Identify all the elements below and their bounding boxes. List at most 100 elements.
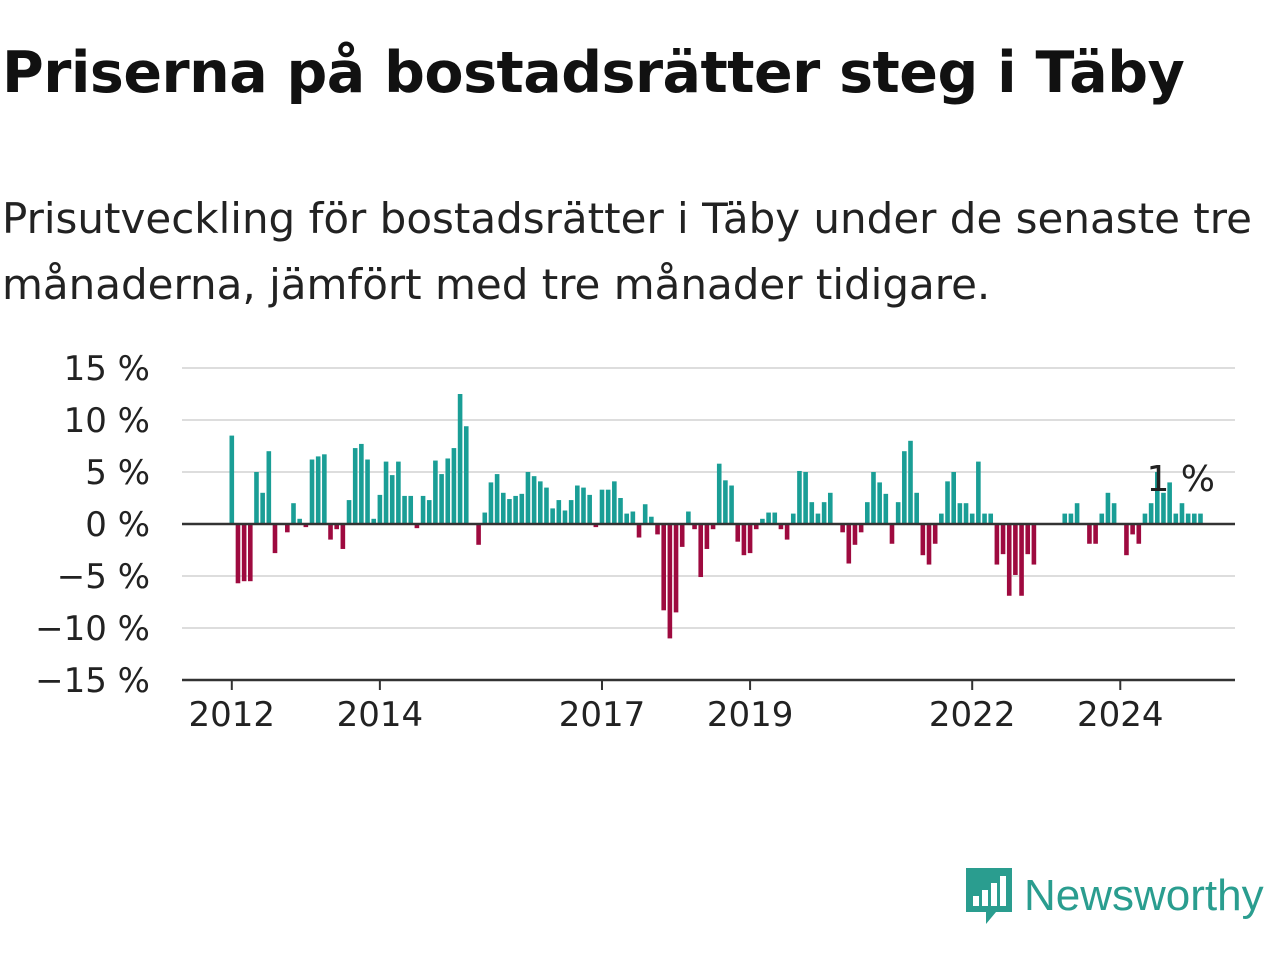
bar bbox=[741, 524, 747, 556]
bar bbox=[315, 456, 321, 524]
bar bbox=[272, 524, 278, 554]
bar bbox=[260, 492, 265, 524]
bar bbox=[507, 499, 512, 524]
bar bbox=[420, 495, 426, 524]
bar bbox=[599, 489, 605, 524]
bar bbox=[951, 472, 956, 524]
x-tick-label: 2024 bbox=[1077, 695, 1164, 735]
bar bbox=[963, 503, 969, 524]
bar bbox=[846, 524, 852, 564]
y-tick-label: 5 % bbox=[85, 453, 150, 493]
bar bbox=[673, 524, 679, 613]
bar bbox=[457, 394, 463, 524]
bar bbox=[1179, 503, 1185, 524]
bar bbox=[328, 524, 333, 540]
bar bbox=[760, 518, 765, 524]
bar bbox=[988, 513, 994, 524]
bar bbox=[482, 512, 488, 524]
bar bbox=[334, 524, 339, 530]
bar bbox=[803, 472, 808, 524]
bar bbox=[1000, 524, 1006, 555]
bar bbox=[976, 461, 981, 524]
newsworthy-logo: Newsworthy bbox=[964, 866, 1264, 926]
bar bbox=[1068, 513, 1074, 524]
bar bbox=[704, 524, 710, 549]
bar bbox=[784, 524, 790, 540]
x-tick-label: 2022 bbox=[929, 695, 1016, 735]
bar bbox=[451, 448, 457, 524]
bar bbox=[809, 502, 815, 524]
bar bbox=[519, 493, 525, 524]
bar bbox=[439, 474, 444, 524]
bar bbox=[445, 458, 451, 524]
bar bbox=[753, 524, 759, 530]
bar bbox=[297, 518, 302, 524]
bars bbox=[229, 394, 1203, 639]
bar bbox=[303, 524, 309, 528]
bar bbox=[649, 516, 654, 524]
bar bbox=[636, 524, 642, 538]
bar bbox=[1111, 503, 1117, 524]
bar bbox=[914, 492, 919, 524]
bar bbox=[1161, 492, 1166, 524]
bar bbox=[655, 524, 660, 535]
bar bbox=[556, 500, 562, 524]
bar bbox=[476, 524, 481, 545]
bar bbox=[692, 524, 697, 530]
y-tick-label: 15 % bbox=[64, 349, 150, 389]
bar bbox=[1074, 503, 1080, 524]
bar bbox=[747, 524, 753, 554]
bar bbox=[1167, 482, 1172, 524]
bar bbox=[982, 513, 987, 524]
bar bbox=[562, 510, 568, 524]
x-tick-label: 2019 bbox=[707, 695, 794, 735]
bar bbox=[396, 461, 401, 524]
bar bbox=[827, 492, 833, 524]
tick-labels: 15 % 10 % 5 % 0 % −5 % −10 % −15 % 2012 2014 2017… bbox=[35, 349, 1163, 735]
bar bbox=[710, 524, 716, 530]
bar bbox=[797, 470, 802, 524]
bar bbox=[488, 482, 494, 524]
bar bbox=[920, 524, 926, 556]
bar bbox=[686, 511, 691, 524]
bar bbox=[1062, 513, 1068, 524]
bar bbox=[790, 513, 796, 524]
bar-chart: 15 % 10 % 5 % 0 % −5 % −10 % −15 % 2012 2014 2017… bbox=[35, 349, 1235, 735]
bar bbox=[729, 485, 734, 524]
bar bbox=[1130, 524, 1135, 535]
bar bbox=[544, 487, 549, 524]
bar bbox=[494, 474, 500, 524]
y-tick-label: −5 % bbox=[57, 557, 150, 597]
bar bbox=[969, 513, 975, 524]
bar bbox=[1173, 513, 1179, 524]
bar bbox=[957, 503, 963, 524]
bar bbox=[612, 481, 617, 524]
bar bbox=[1093, 524, 1098, 544]
bar bbox=[1019, 524, 1024, 596]
bar bbox=[414, 524, 420, 529]
bar bbox=[1124, 524, 1129, 556]
bar bbox=[698, 524, 704, 578]
bar bbox=[1031, 524, 1037, 565]
bar bbox=[575, 485, 580, 524]
bar bbox=[285, 524, 290, 533]
bar bbox=[568, 500, 574, 524]
bar bbox=[877, 482, 882, 524]
bar bbox=[630, 511, 636, 524]
newsworthy-logo-icon bbox=[966, 868, 1012, 924]
bar bbox=[359, 443, 364, 524]
bar bbox=[939, 513, 944, 524]
bar bbox=[815, 513, 821, 524]
bar bbox=[945, 481, 950, 524]
bar bbox=[1105, 492, 1111, 524]
bar bbox=[593, 524, 599, 528]
bar bbox=[433, 460, 438, 524]
bar bbox=[377, 494, 383, 524]
bar bbox=[735, 524, 741, 542]
y-tick-label: −10 % bbox=[35, 609, 150, 649]
bar bbox=[1148, 503, 1154, 524]
bar bbox=[766, 512, 771, 524]
bar bbox=[932, 524, 938, 544]
bar bbox=[1136, 524, 1142, 544]
bar bbox=[365, 459, 370, 524]
